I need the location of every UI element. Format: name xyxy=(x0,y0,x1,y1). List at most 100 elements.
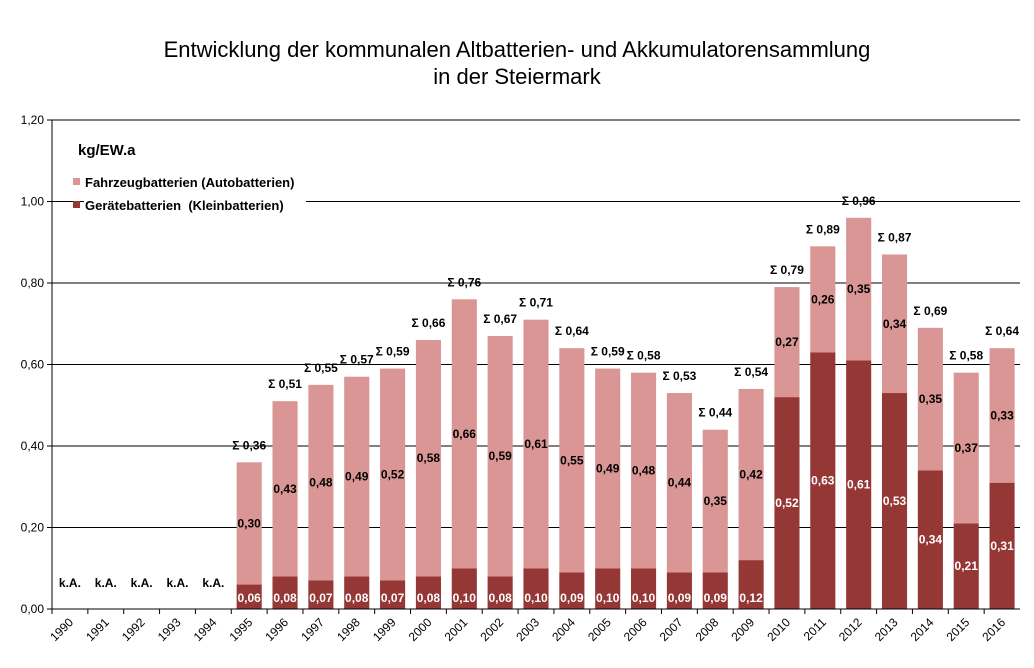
data-labels: k.A. k.A. k.A. k.A. k.A. 0,06 0,30 Σ 0,36 0,08 0,… xyxy=(59,194,1019,605)
no-data-label: k.A. xyxy=(202,576,224,590)
y-tick-label: 0,80 xyxy=(21,276,45,290)
value-label-geraetebatterien: 0,08 xyxy=(417,591,441,605)
bar-geraetebatterien xyxy=(308,580,334,609)
value-label-fahrzeugbatterien: 0,58 xyxy=(417,451,441,465)
value-label-geraetebatterien: 0,31 xyxy=(990,539,1014,553)
value-label-geraetebatterien: 0,34 xyxy=(919,533,943,547)
x-tick-label: 1997 xyxy=(298,615,327,644)
value-label-fahrzeugbatterien: 0,48 xyxy=(309,476,333,490)
value-label-geraetebatterien: 0,09 xyxy=(560,591,584,605)
value-label-fahrzeugbatterien: 0,52 xyxy=(381,468,405,482)
bar-geraetebatterien xyxy=(666,572,692,609)
bar-geraetebatterien xyxy=(595,568,621,609)
bar-fahrzeugbatterien xyxy=(702,429,728,573)
bar-geraetebatterien xyxy=(881,393,908,609)
total-label: Σ 0,87 xyxy=(878,230,912,244)
bar-fahrzeugbatterien xyxy=(487,335,513,577)
bar-fahrzeugbatterien xyxy=(272,401,298,577)
bar-geraetebatterien xyxy=(774,397,800,609)
x-tick-label: 2009 xyxy=(728,615,757,644)
x-tick-label: 2013 xyxy=(872,615,901,644)
total-label: Σ 0,89 xyxy=(806,222,840,236)
x-tick-label: 2015 xyxy=(944,615,973,644)
bar-fahrzeugbatterien xyxy=(881,254,908,394)
x-tick-label: 2016 xyxy=(979,615,1008,644)
bar-fahrzeugbatterien xyxy=(523,319,549,569)
x-tick-label: 1996 xyxy=(262,615,291,644)
value-label-geraetebatterien: 0,08 xyxy=(273,591,297,605)
bar-geraetebatterien xyxy=(631,568,657,609)
value-label-fahrzeugbatterien: 0,49 xyxy=(345,470,369,484)
bar-geraetebatterien xyxy=(380,580,406,609)
x-tick-label: 1990 xyxy=(47,615,76,644)
value-label-geraetebatterien: 0,61 xyxy=(847,478,871,492)
value-label-geraetebatterien: 0,52 xyxy=(775,496,799,510)
total-label: Σ 0,55 xyxy=(304,361,338,375)
value-label-fahrzeugbatterien: 0,55 xyxy=(560,453,584,467)
bar-fahrzeugbatterien xyxy=(738,388,764,561)
bars xyxy=(236,217,1015,609)
bar-fahrzeugbatterien xyxy=(595,368,621,569)
value-label-fahrzeugbatterien: 0,44 xyxy=(668,476,692,490)
y-tick-label: 1,20 xyxy=(21,113,45,127)
value-label-fahrzeugbatterien: 0,33 xyxy=(990,408,1014,422)
value-label-fahrzeugbatterien: 0,35 xyxy=(704,494,728,508)
bar-fahrzeugbatterien xyxy=(953,372,979,524)
x-tick-label: 2011 xyxy=(801,615,829,643)
x-tick-label: 1999 xyxy=(370,615,399,644)
bar-fahrzeugbatterien xyxy=(810,246,836,353)
value-label-geraetebatterien: 0,07 xyxy=(381,591,405,605)
total-label: Σ 0,57 xyxy=(340,353,374,367)
value-label-geraetebatterien: 0,10 xyxy=(524,591,548,605)
x-tick-label: 2004 xyxy=(549,615,578,644)
value-label-geraetebatterien: 0,10 xyxy=(632,591,656,605)
x-tick-label: 1993 xyxy=(155,615,184,644)
value-label-fahrzeugbatterien: 0,43 xyxy=(273,482,297,496)
x-tick-label: 1991 xyxy=(83,615,112,644)
total-label: Σ 0,64 xyxy=(985,324,1019,338)
value-label-fahrzeugbatterien: 0,61 xyxy=(524,437,548,451)
bar-fahrzeugbatterien xyxy=(344,376,370,577)
y-tick-label: 0,00 xyxy=(21,602,45,616)
unit-label: kg/EW.a xyxy=(78,142,136,159)
value-label-fahrzeugbatterien: 0,34 xyxy=(883,317,907,331)
value-label-fahrzeugbatterien: 0,35 xyxy=(919,392,943,406)
bar-fahrzeugbatterien xyxy=(451,299,477,569)
value-label-geraetebatterien: 0,07 xyxy=(309,591,333,605)
bar-fahrzeugbatterien xyxy=(846,217,872,361)
value-label-geraetebatterien: 0,63 xyxy=(811,474,835,488)
total-label: Σ 0,69 xyxy=(913,304,947,318)
value-label-fahrzeugbatterien: 0,42 xyxy=(739,468,763,482)
legend: kg/EW.a Fahrzeugbatterien (Autobatterien… xyxy=(73,142,306,215)
no-data-label: k.A. xyxy=(131,576,153,590)
bar-fahrzeugbatterien xyxy=(666,393,692,573)
x-tick-label: 1994 xyxy=(191,615,220,644)
total-label: Σ 0,58 xyxy=(949,349,983,363)
total-label: Σ 0,64 xyxy=(555,324,589,338)
value-label-geraetebatterien: 0,10 xyxy=(453,591,477,605)
bar-geraetebatterien xyxy=(810,352,836,609)
value-label-fahrzeugbatterien: 0,49 xyxy=(596,461,620,475)
total-label: Σ 0,54 xyxy=(734,365,768,379)
value-label-geraetebatterien: 0,06 xyxy=(238,591,262,605)
value-label-fahrzeugbatterien: 0,35 xyxy=(847,282,871,296)
no-data-label: k.A. xyxy=(95,576,117,590)
y-tick-label: 0,60 xyxy=(21,358,45,372)
bar-geraetebatterien xyxy=(953,523,979,609)
total-label: Σ 0,59 xyxy=(591,345,625,359)
bar-fahrzeugbatterien xyxy=(917,327,943,471)
legend-text-background xyxy=(84,171,306,215)
total-label: Σ 0,53 xyxy=(662,369,696,383)
total-label: Σ 0,44 xyxy=(698,406,732,420)
x-tick-label: 1995 xyxy=(227,615,256,644)
bar-geraetebatterien xyxy=(917,470,943,609)
no-data-label: k.A. xyxy=(59,576,81,590)
total-label: Σ 0,96 xyxy=(842,194,876,208)
bar-geraetebatterien xyxy=(344,576,370,609)
value-label-fahrzeugbatterien: 0,48 xyxy=(632,463,656,477)
value-label-geraetebatterien: 0,09 xyxy=(668,591,692,605)
bar-geraetebatterien xyxy=(451,568,477,609)
total-label: Σ 0,59 xyxy=(376,345,410,359)
value-label-geraetebatterien: 0,12 xyxy=(739,591,763,605)
